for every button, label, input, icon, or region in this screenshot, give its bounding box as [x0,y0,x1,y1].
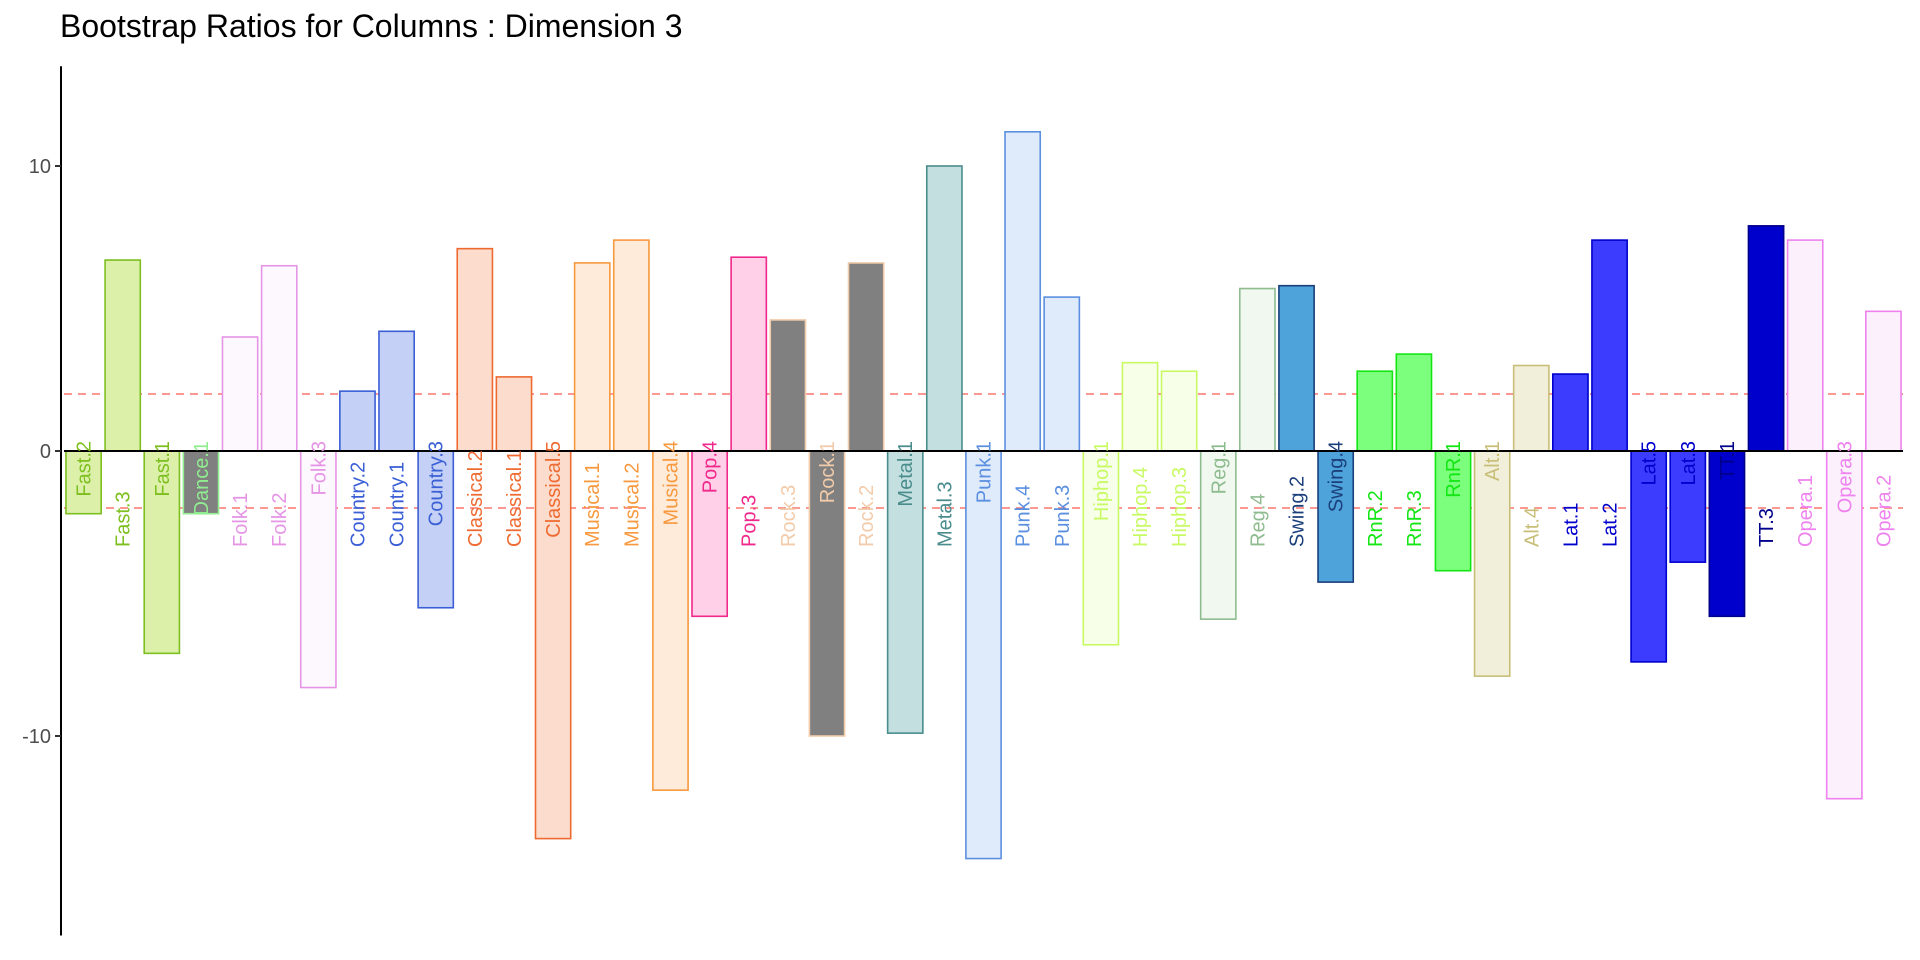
bar-label: RnR.1 [1443,441,1465,498]
bar-label: Punk.1 [974,441,996,503]
bar [1669,450,1707,563]
axes: 10 0 -10 [22,66,62,936]
bar-label: Classical.1 [504,450,526,547]
bar [1512,364,1550,452]
bar-labels: Fast.2 Fast.3 Fast.1 Dance.1 Folk.1 Folk.2 Fol… [74,441,1896,547]
bar-label: Alt.1 [1482,441,1504,481]
bar-label: Folk.3 [308,441,330,495]
bar-label: Opera.3 [1834,441,1856,513]
bar [730,256,768,452]
bar-label: Reg.1 [1208,441,1230,494]
bar-label: Punk.4 [1013,485,1035,547]
bar [534,450,572,840]
bar-label: Musical.2 [621,463,643,547]
bar [1317,450,1355,583]
bar [1747,225,1785,452]
bar-label: Country.1 [387,462,409,547]
bar-label: Lat.5 [1639,441,1661,485]
bar [1160,370,1198,452]
bar [1121,361,1159,452]
bar [1630,450,1668,663]
bar-label: Punk.3 [1052,485,1074,547]
bar-label: Opera.2 [1873,475,1895,547]
bar [495,376,533,452]
bar [339,390,376,452]
bar-label: Hiphop.3 [1169,467,1191,547]
y-tick-label: -10 [22,726,51,748]
bar-label: Metal.1 [895,441,917,507]
bar [769,319,807,452]
bar-label: Rock.3 [778,485,800,547]
bar-label: Country.2 [347,462,369,547]
bar [1395,353,1433,452]
bar-label: Country.3 [426,441,448,526]
bars [65,131,1902,860]
bar-label: Lat.2 [1600,503,1622,547]
bar [1552,373,1589,452]
bar [1043,296,1081,452]
y-tick-label: 10 [29,156,51,178]
bar [1825,450,1863,800]
y-tick-label: 0 [40,441,51,463]
bar [1865,310,1902,452]
bar [1238,287,1276,452]
bar-label: Swing.2 [1287,476,1309,547]
bar [1278,284,1315,452]
bar [1786,239,1824,452]
bar [652,450,689,791]
bar [1082,450,1120,646]
bar [965,450,1002,860]
bar-label: Lat.1 [1560,503,1582,547]
bar-label: Folk.1 [230,493,252,547]
bar-label: Rock.1 [817,441,839,503]
chart-title: Bootstrap Ratios for Columns : Dimension… [60,8,683,44]
bar-label: Classical.2 [465,450,487,547]
bar-label: Musical.4 [660,441,682,525]
bar-label: Pop.4 [700,441,722,493]
bar-label: TT.3 [1756,508,1778,547]
bar [1199,450,1237,620]
bar-label: Alt.4 [1521,507,1543,547]
bar-label: Pop.3 [739,495,761,547]
bar [65,450,102,515]
bar [378,330,415,452]
bar-label: Classical.5 [543,441,565,538]
bar [1708,450,1746,618]
bar-label: Metal.3 [934,481,956,547]
bar [221,336,259,452]
bar-label: Fast.3 [113,491,135,547]
bar [691,450,729,618]
bar [1356,370,1394,452]
bar [299,450,337,689]
bar-label: TT.1 [1717,441,1739,480]
bar [808,450,846,737]
bar [456,247,494,452]
bar [260,264,298,452]
bar-label: RnR.2 [1365,490,1387,547]
bar-label: Folk.2 [269,493,291,547]
bar-label: Fast.2 [74,441,96,497]
bar-label: Lat.3 [1678,441,1700,485]
bar [1591,239,1628,452]
bar [1004,131,1042,452]
bar-label: Reg.4 [1247,494,1269,547]
bar-label: Swing.4 [1326,441,1348,512]
bar [886,450,924,734]
bar [612,239,650,452]
bar [1473,450,1511,677]
bar-label: Dance.1 [191,441,213,516]
bar-label: Musical.1 [582,463,604,547]
bar-label: Hiphop.1 [1091,441,1113,521]
bar [847,262,885,452]
bar-label: RnR.3 [1404,490,1426,547]
bar-label: Opera.1 [1795,475,1817,547]
bar [104,259,142,452]
bar-label: Fast.1 [152,441,174,497]
bar [573,262,611,452]
bar-label: Hiphop.4 [1130,467,1152,547]
bar [925,165,963,452]
bar-label: Rock.2 [856,485,878,547]
